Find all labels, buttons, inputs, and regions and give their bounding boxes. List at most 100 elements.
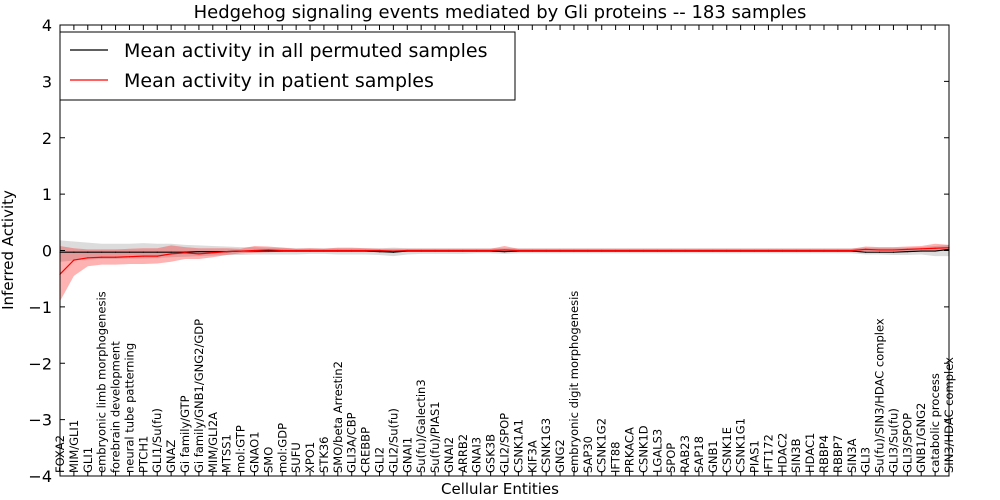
- x-tick-label: Su(fu)/PIAS1: [428, 401, 442, 473]
- point-series-1: [295, 249, 297, 252]
- point-series-1: [740, 249, 742, 252]
- point-series-1: [892, 249, 895, 251]
- point-series-1: [309, 249, 311, 252]
- legend-label-permuted: Mean activity in all permuted samples: [124, 40, 487, 62]
- x-tick-labels: FOXA2 MIM/GLI1 GLI1 embryonic limb morphoge…: [53, 291, 956, 473]
- point-series-0: [392, 251, 394, 253]
- x-tick-label: ARRB2: [456, 434, 470, 473]
- chart-title: Hedgehog signaling events mediated by Gl…: [194, 2, 807, 23]
- point-series-1: [878, 249, 881, 251]
- point-series-1: [545, 249, 547, 252]
- y-tick-label: −2: [28, 354, 52, 373]
- x-tick-label: GLI2: [372, 447, 386, 473]
- point-series-1: [253, 249, 256, 252]
- point-series-1: [281, 249, 283, 252]
- x-tick-label: IFT172: [761, 434, 775, 473]
- x-tick-label: mol:GTP: [234, 425, 248, 473]
- point-series-1: [698, 249, 700, 252]
- x-tick-label: SUFU: [289, 442, 303, 473]
- x-tick-label: GSK3B: [484, 434, 498, 473]
- x-tick-label: IFT88: [609, 442, 623, 473]
- x-tick-label: MTSS1: [220, 434, 234, 473]
- point-series-0: [503, 251, 506, 253]
- point-series-1: [73, 259, 75, 261]
- x-tick-label: mol:GDP: [275, 423, 289, 473]
- x-tick-label: GLI3A/CBP: [345, 412, 359, 473]
- x-tick-label: KIF3A: [525, 440, 539, 473]
- x-tick-label: SMO: [261, 447, 275, 473]
- x-tick-label: PIAS1: [748, 440, 762, 473]
- y-tick-label: −4: [28, 467, 52, 486]
- point-series-1: [226, 251, 228, 253]
- point-series-0: [267, 250, 269, 252]
- point-series-1: [670, 249, 672, 252]
- point-series-0: [865, 251, 867, 253]
- point-series-1: [170, 253, 172, 255]
- x-tick-label: CSNK1D: [636, 425, 650, 473]
- x-tick-label: embryonic digit morphogenesis: [567, 291, 581, 473]
- point-series-1: [837, 249, 839, 252]
- point-series-1: [601, 249, 603, 252]
- x-tick-label: embryonic limb morphogenesis: [95, 291, 109, 473]
- legend-label-patient: Mean activity in patient samples: [124, 70, 434, 92]
- x-tick-label: XPO1: [303, 442, 317, 473]
- x-tick-label: GLI2/SPOP: [498, 413, 512, 473]
- x-tick-label: neural tube patterning: [122, 343, 136, 473]
- point-series-1: [101, 256, 103, 258]
- x-tick-label: GLI3: [859, 447, 873, 473]
- point-series-0: [378, 251, 381, 253]
- x-tick-label: catabolic process: [928, 373, 942, 473]
- point-series-1: [934, 247, 936, 249]
- x-axis-label: Cellular Entities: [441, 480, 559, 498]
- legend-box: [59, 31, 516, 101]
- x-tick-label: PRKACA: [623, 427, 637, 473]
- point-series-0: [128, 251, 131, 253]
- point-series-0: [934, 250, 936, 252]
- x-tick-label: HDAC2: [775, 433, 789, 473]
- point-series-1: [767, 249, 770, 252]
- x-tick-label: SAP30: [581, 436, 595, 473]
- x-tick-label: GLI3/Su(fu): [886, 408, 900, 473]
- y-tick-label: −3: [28, 411, 52, 430]
- point-series-0: [156, 251, 158, 253]
- x-tick-label: GNAI2: [442, 437, 456, 473]
- x-tick-label: STK36: [317, 437, 331, 474]
- point-series-1: [156, 255, 158, 257]
- point-series-1: [906, 248, 908, 250]
- point-series-1: [795, 249, 797, 252]
- point-series-1: [406, 249, 408, 252]
- point-series-1: [378, 249, 381, 252]
- x-tick-label: SIN3A: [845, 438, 859, 473]
- point-series-1: [364, 249, 367, 252]
- x-tick-label: GNAZ: [164, 440, 178, 473]
- point-series-1: [184, 252, 186, 254]
- x-tick-label: CSNK1G2: [595, 418, 609, 473]
- point-series-1: [642, 249, 645, 252]
- x-tick-label: SPOP: [664, 443, 678, 473]
- point-series-1: [490, 249, 492, 252]
- point-series-1: [531, 249, 533, 252]
- x-tick-label: HDAC1: [803, 433, 817, 473]
- point-series-1: [267, 249, 269, 251]
- x-tick-label: GNG2: [553, 439, 567, 473]
- point-series-1: [517, 249, 519, 252]
- y-tick-label: 4: [42, 16, 52, 35]
- point-series-1: [337, 249, 339, 252]
- x-tick-label: RBBP7: [831, 435, 845, 473]
- y-tick-label: −1: [28, 298, 52, 317]
- point-series-1: [781, 249, 783, 252]
- point-series-1: [212, 252, 214, 254]
- series-lines: [59, 247, 950, 275]
- point-series-0: [73, 251, 75, 253]
- x-tick-label: SIN3B: [789, 438, 803, 473]
- point-series-1: [142, 255, 144, 257]
- x-tick-label: PTCH1: [136, 436, 150, 473]
- x-tick-label: LGALS3: [650, 429, 664, 473]
- point-series-1: [239, 250, 242, 252]
- point-series-1: [476, 249, 478, 252]
- point-series-1: [128, 256, 131, 258]
- y-tick-label: 2: [42, 129, 52, 148]
- point-series-1: [323, 249, 325, 252]
- plot-frame: [59, 24, 950, 477]
- point-series-0: [114, 251, 117, 253]
